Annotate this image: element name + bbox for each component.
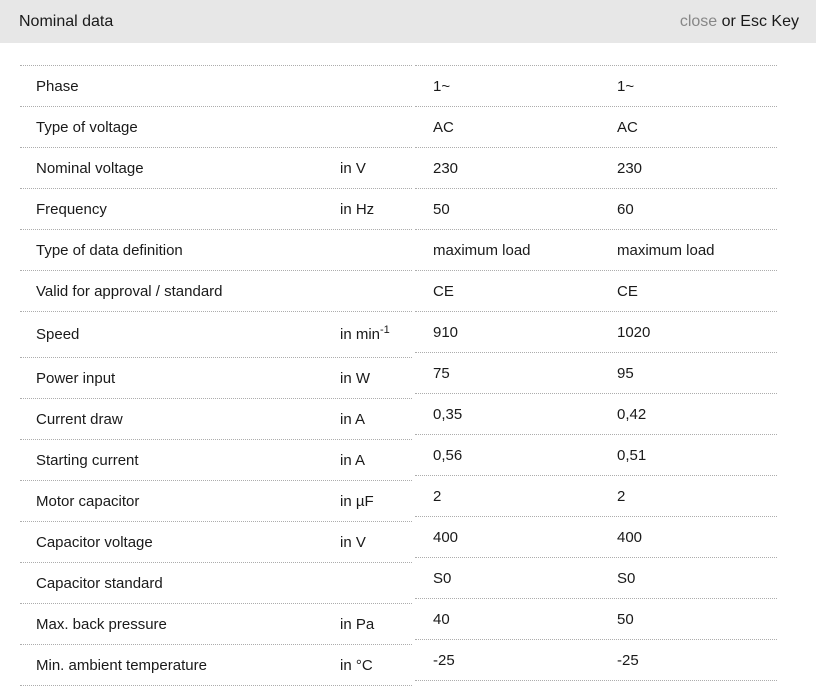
row-value-variant-2: 0,42 [617, 405, 647, 423]
row-value-variant-1: 910 [433, 323, 459, 341]
table-value-row: CE CE [415, 271, 777, 312]
row-unit: in Pa [340, 615, 375, 633]
row-value-variant-2: -25 [617, 651, 639, 669]
row-value-variant-1: 50 [433, 200, 450, 218]
row-value-variant-2: 60 [617, 200, 634, 218]
row-label: Nominal voltage [36, 159, 144, 177]
table-value-row: 0,56 0,51 [415, 435, 777, 476]
row-label: Capacitor voltage [36, 533, 153, 551]
table-row: Min. ambient temperature in °C [20, 645, 412, 686]
row-value-variant-2: 50 [617, 610, 634, 628]
table-value-row: 75 95 [415, 353, 777, 394]
row-value-variant-1: 40 [433, 610, 450, 628]
row-unit: in V [340, 533, 366, 551]
table-row: Power input in W [20, 358, 412, 399]
table-value-row: AC AC [415, 107, 777, 148]
row-value-variant-2: 95 [617, 364, 634, 382]
row-value-variant-2: 1~ [617, 77, 635, 95]
row-unit: in °C [340, 656, 373, 674]
table-row: Capacitor standard [20, 563, 412, 604]
row-value-variant-2: 1020 [617, 323, 651, 341]
row-label: Type of data definition [36, 241, 183, 259]
row-value-variant-1: 230 [433, 159, 459, 177]
nominal-data-table: Phase Type of voltage Nominal voltage in… [0, 65, 816, 686]
row-unit: in A [340, 451, 366, 469]
row-label: Speed [36, 326, 80, 343]
table-row: Motor capacitor in µF [20, 481, 412, 522]
table-value-row: -25 -25 [415, 640, 777, 681]
row-label: Motor capacitor [36, 492, 140, 510]
labels-units-section: Phase Type of voltage Nominal voltage in… [20, 65, 412, 686]
dialog-title: Nominal data [19, 12, 114, 30]
table-row: Current draw in A [20, 399, 412, 440]
row-label: Valid for approval / standard [36, 282, 223, 300]
table-row: Max. back pressure in Pa [20, 604, 412, 645]
table-row: Speed in min-1 [20, 312, 412, 358]
table-row: Type of data definition [20, 230, 412, 271]
esc-key-hint: or Esc Key [717, 12, 799, 30]
table-value-row: maximum load maximum load [415, 230, 777, 271]
table-value-row: 400 400 [415, 517, 777, 558]
row-value-variant-2: maximum load [617, 241, 715, 259]
row-value-variant-2: 0,51 [617, 446, 647, 464]
close-button[interactable]: close [679, 12, 718, 30]
table-row: Starting current in A [20, 440, 412, 481]
row-value-variant-2: 230 [617, 159, 643, 177]
row-unit: in V [340, 159, 366, 177]
row-value-variant-2: 2 [617, 487, 626, 505]
table-value-row: S0 S0 [415, 558, 777, 599]
dialog-header: Nominal data close or Esc Key [0, 0, 816, 43]
table-value-row: 230 230 [415, 148, 777, 189]
close-area: close or Esc Key [680, 13, 799, 31]
table-value-row: 2 2 [415, 476, 777, 517]
row-value-variant-1: maximum load [433, 241, 531, 259]
row-unit: in A [340, 410, 366, 428]
table-row: Frequency in Hz [20, 189, 412, 230]
row-unit: in Hz [340, 200, 375, 218]
row-value-variant-1: 1~ [433, 77, 451, 95]
table-row: Valid for approval / standard [20, 271, 412, 312]
table-value-row: 1~ 1~ [415, 66, 777, 107]
table-row: Nominal voltage in V [20, 148, 412, 189]
row-value-variant-2: CE [617, 282, 638, 300]
table-row: Phase [20, 66, 412, 107]
row-value-variant-1: 75 [433, 364, 450, 382]
row-label: Phase [36, 77, 79, 95]
row-value-variant-2: S0 [617, 569, 636, 587]
row-value-variant-2: 400 [617, 528, 643, 546]
row-label: Capacitor standard [36, 574, 163, 592]
row-value-variant-1: 400 [433, 528, 459, 546]
table-value-row: 0,35 0,42 [415, 394, 777, 435]
row-value-variant-1: S0 [433, 569, 452, 587]
table-value-row: 50 60 [415, 189, 777, 230]
row-value-variant-2: AC [617, 118, 638, 136]
row-label: Max. back pressure [36, 615, 167, 633]
row-label: Frequency [36, 200, 107, 218]
row-label: Power input [36, 369, 116, 387]
row-label: Starting current [36, 451, 139, 469]
row-label: Type of voltage [36, 118, 138, 136]
row-value-variant-1: 0,56 [433, 446, 463, 464]
row-value-variant-1: -25 [433, 651, 455, 669]
table-row: Type of voltage [20, 107, 412, 148]
values-section: 1~ 1~ AC AC 230 230 50 60 maximum load m… [415, 65, 777, 681]
row-value-variant-1: 0,35 [433, 405, 463, 423]
row-unit: in min-1 [340, 324, 390, 344]
row-value-variant-1: CE [433, 282, 454, 300]
row-unit: in µF [340, 492, 374, 510]
row-label: Min. ambient temperature [36, 656, 207, 674]
table-value-row: 910 1020 [415, 312, 777, 353]
row-value-variant-1: AC [433, 118, 454, 136]
row-value-variant-1: 2 [433, 487, 442, 505]
table-row: Capacitor voltage in V [20, 522, 412, 563]
row-label: Current draw [36, 410, 123, 428]
table-value-row: 40 50 [415, 599, 777, 640]
row-unit: in W [340, 369, 370, 387]
